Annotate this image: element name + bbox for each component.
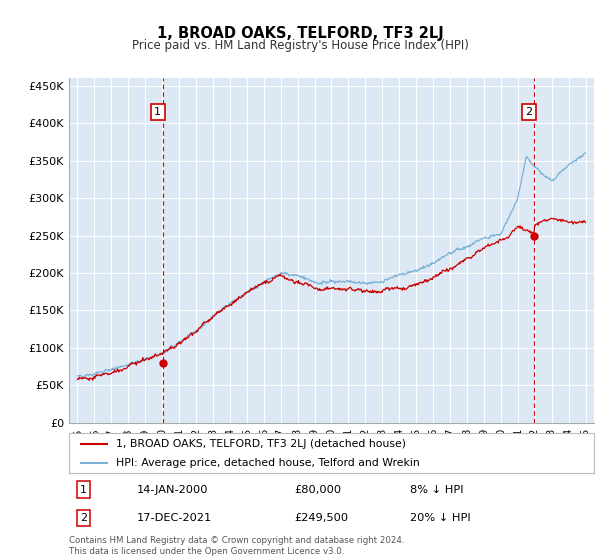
Text: 20% ↓ HPI: 20% ↓ HPI <box>410 513 471 523</box>
Text: 14-JAN-2000: 14-JAN-2000 <box>137 484 209 494</box>
Text: 2: 2 <box>80 513 87 523</box>
Text: £249,500: £249,500 <box>295 513 349 523</box>
Text: 1, BROAD OAKS, TELFORD, TF3 2LJ: 1, BROAD OAKS, TELFORD, TF3 2LJ <box>157 26 443 41</box>
Text: 8% ↓ HPI: 8% ↓ HPI <box>410 484 464 494</box>
Text: 1, BROAD OAKS, TELFORD, TF3 2LJ (detached house): 1, BROAD OAKS, TELFORD, TF3 2LJ (detache… <box>116 439 406 449</box>
Text: 1: 1 <box>80 484 87 494</box>
Text: Contains HM Land Registry data © Crown copyright and database right 2024.
This d: Contains HM Land Registry data © Crown c… <box>69 536 404 556</box>
Text: 1: 1 <box>154 107 161 117</box>
Text: £80,000: £80,000 <box>295 484 342 494</box>
Text: HPI: Average price, detached house, Telford and Wrekin: HPI: Average price, detached house, Telf… <box>116 458 420 468</box>
Text: 17-DEC-2021: 17-DEC-2021 <box>137 513 212 523</box>
Text: 2: 2 <box>526 107 533 117</box>
Text: Price paid vs. HM Land Registry's House Price Index (HPI): Price paid vs. HM Land Registry's House … <box>131 39 469 53</box>
